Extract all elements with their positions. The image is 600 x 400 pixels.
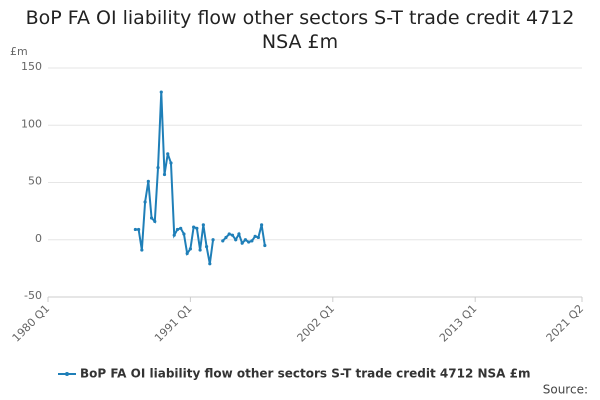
x-tick-label: 1980 Q1 [10,302,53,345]
point [185,251,189,256]
point [211,238,215,242]
point [198,248,202,252]
point [137,227,141,232]
point [162,172,167,177]
point [188,247,192,251]
point [253,234,257,238]
point [175,227,180,232]
point [133,227,137,232]
point [153,219,157,224]
y-tick-label: 50 [28,175,42,188]
source: Source: [543,383,588,397]
x-tick-label: 1991 Q1 [152,302,195,345]
point [230,233,235,237]
point [250,239,254,243]
series-line [135,92,266,264]
point [146,179,150,183]
y-tick-label: 0 [35,232,42,245]
point [140,248,144,252]
point [263,243,267,248]
legend-label: BoP FA OI liability flow other sectors S… [80,367,531,381]
y-tick-label: 150 [21,60,42,73]
x-tick-label: 2002 Q1 [295,302,338,345]
point [240,241,244,245]
point [156,166,160,170]
point [182,232,186,236]
point [224,235,228,240]
point [149,216,154,220]
legend-marker [65,372,69,376]
y-tick-label: 100 [21,117,42,130]
chart-title: BoP FA OI liability flow other sectors S… [25,7,575,53]
point [166,152,170,156]
x-tick-label: 2021 Q2 [544,302,587,345]
point [159,90,163,94]
point [243,238,248,242]
y-unit: £m [10,45,28,58]
x-tick-label: 2013 Q1 [437,302,480,345]
point [256,235,260,240]
point [221,239,225,243]
point [201,223,205,227]
point [179,226,183,230]
point [208,262,212,266]
y-tick-label: -50 [24,289,42,302]
point [234,238,238,242]
point [195,226,199,230]
point [247,240,251,244]
point [169,161,173,165]
point [227,232,231,236]
point [172,233,176,237]
point [204,245,209,249]
point [237,232,241,236]
point [143,200,147,204]
point [192,225,196,229]
point [260,223,264,227]
